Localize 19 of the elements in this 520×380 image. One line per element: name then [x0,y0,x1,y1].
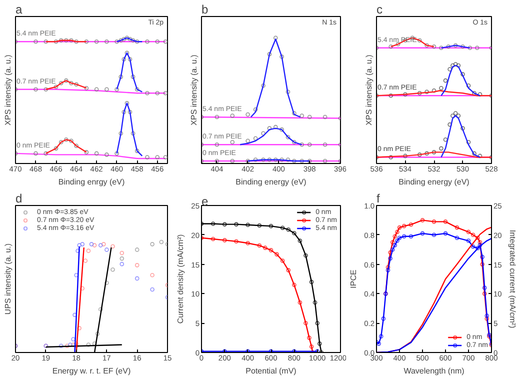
y-axis-title: UPS intensity (a. u.) [4,243,12,315]
y-axis-title: XPS intensity (a. u.) [364,54,374,126]
chart-title: f [376,192,380,206]
x-axis-title: Binding energy (eV) [398,178,470,186]
y2-axis-title: Integrated current (mA/cm²) [508,230,517,328]
y-axis-title: XPS intensity (a. u.) [190,54,198,126]
x-axis-title: Potential (mV) [246,366,297,376]
x-axis-title: Energy w. r. t. EF (eV) [52,366,131,376]
x-axis-title: Binding enrgy (eV) [58,178,125,186]
x-axis-title: Wavelength (nm) [404,366,465,376]
chart-title: c [376,2,382,16]
x-axis-title: Binding energy (eV) [236,178,307,186]
y-axis-title: Current density (mA/cm²) [176,234,186,324]
chart-title: b [202,2,208,16]
y-axis-title: IPCE [349,270,358,288]
chart-title: e [202,194,208,208]
y-axis-title: XPS intensity (a. u.) [4,54,12,126]
chart-title: d [16,192,22,206]
chart-title: a [16,2,22,16]
